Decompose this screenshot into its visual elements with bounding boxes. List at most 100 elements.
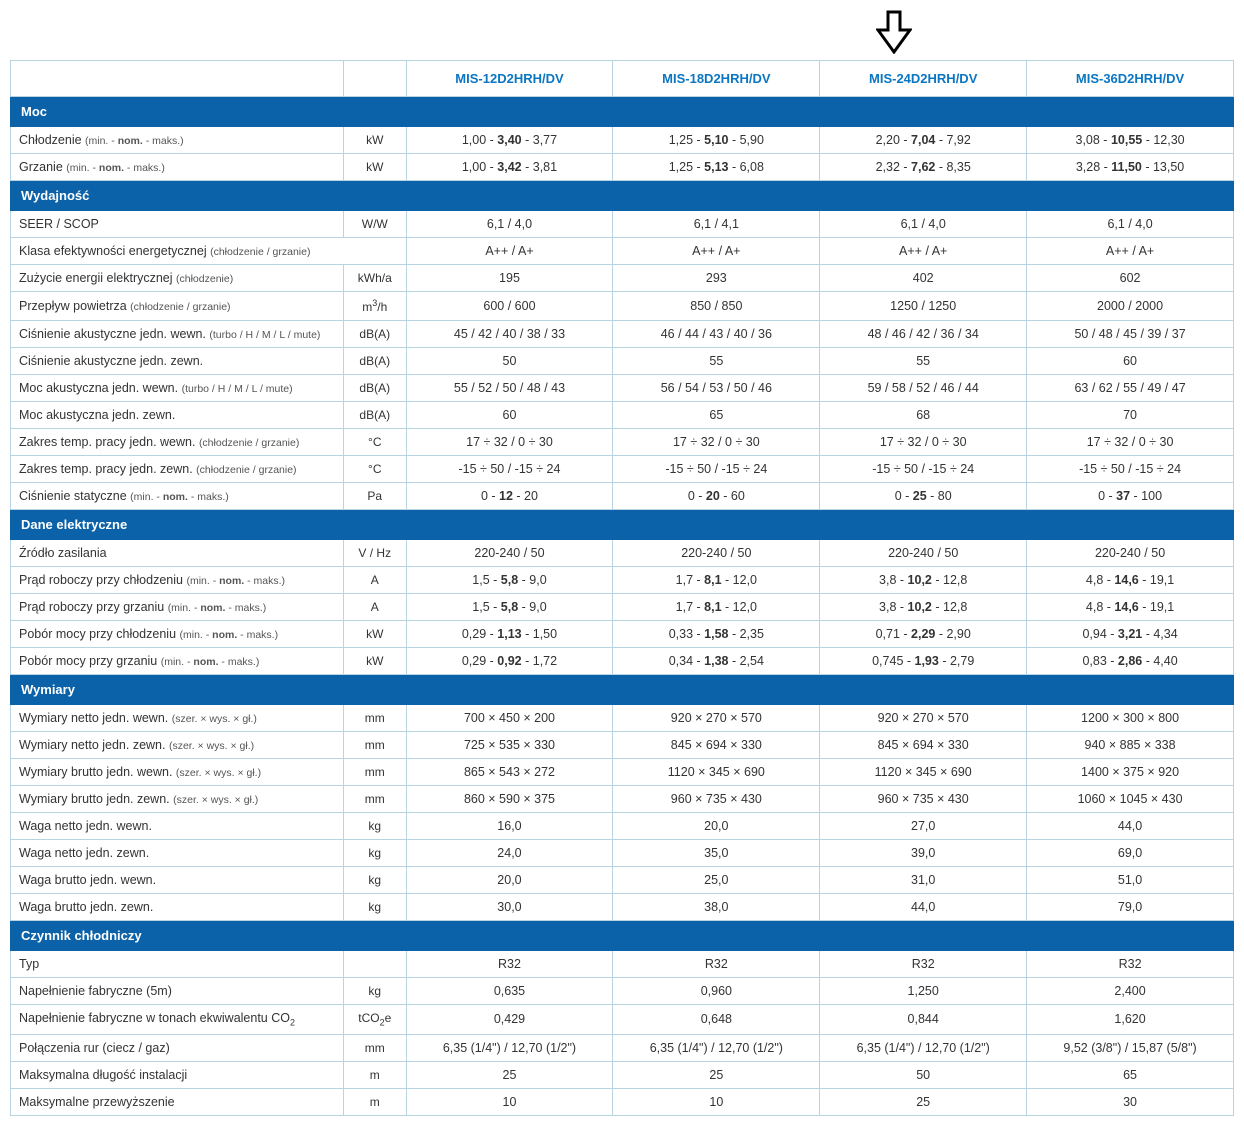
- row-value: 38,0: [613, 894, 820, 921]
- row-value: 0,844: [820, 1005, 1027, 1035]
- header-blank-unit: [343, 61, 406, 97]
- row-value: 960 × 735 × 430: [613, 786, 820, 813]
- row-value: 0 - 20 - 60: [613, 483, 820, 510]
- row-value: 25: [613, 1061, 820, 1088]
- arrow-indicator-wrap: [10, 10, 1234, 60]
- row-unit: kWh/a: [343, 265, 406, 292]
- header-col-1: MIS-18D2HRH/DV: [613, 61, 820, 97]
- row-value: 70: [1027, 402, 1234, 429]
- row-value: 220-240 / 50: [406, 540, 613, 567]
- section-title: Czynnik chłodniczy: [11, 921, 1234, 951]
- row-value: A++ / A+: [613, 238, 820, 265]
- row-value: 60: [1027, 348, 1234, 375]
- row-value: 1,620: [1027, 1005, 1234, 1035]
- row-unit: mm: [343, 705, 406, 732]
- spec-row: Waga brutto jedn. wewn.kg20,025,031,051,…: [11, 867, 1234, 894]
- row-unit: mm: [343, 786, 406, 813]
- spec-row: Prąd roboczy przy grzaniu (min. - nom. -…: [11, 594, 1234, 621]
- spec-row: Moc akustyczna jedn. zewn.dB(A)60656870: [11, 402, 1234, 429]
- row-value: 17 ÷ 32 / 0 ÷ 30: [820, 429, 1027, 456]
- row-label: Klasa efektywności energetycznej (chłodz…: [11, 238, 407, 265]
- row-value: 195: [406, 265, 613, 292]
- spec-row: Ciśnienie akustyczne jedn. wewn. (turbo …: [11, 321, 1234, 348]
- row-label: Prąd roboczy przy grzaniu (min. - nom. -…: [11, 594, 344, 621]
- row-label: Maksymalna długość instalacji: [11, 1061, 344, 1088]
- spec-table: MIS-12D2HRH/DV MIS-18D2HRH/DV MIS-24D2HR…: [10, 60, 1234, 1116]
- row-value: 20,0: [406, 867, 613, 894]
- row-value: 0,429: [406, 1005, 613, 1035]
- row-unit: W/W: [343, 211, 406, 238]
- spec-row: Zakres temp. pracy jedn. zewn. (chłodzen…: [11, 456, 1234, 483]
- row-value: 0,94 - 3,21 - 4,34: [1027, 621, 1234, 648]
- row-value: 0,33 - 1,58 - 2,35: [613, 621, 820, 648]
- spec-row: Prąd roboczy przy chłodzeniu (min. - nom…: [11, 567, 1234, 594]
- row-value: 0,83 - 2,86 - 4,40: [1027, 648, 1234, 675]
- row-value: 4,8 - 14,6 - 19,1: [1027, 594, 1234, 621]
- row-value: 6,35 (1/4") / 12,70 (1/2"): [406, 1034, 613, 1061]
- row-label: Wymiary netto jedn. zewn. (szer. × wys. …: [11, 732, 344, 759]
- row-value: 6,1 / 4,0: [1027, 211, 1234, 238]
- row-value: 9,52 (3/8") / 15,87 (5/8"): [1027, 1034, 1234, 1061]
- row-value: 79,0: [1027, 894, 1234, 921]
- row-value: 220-240 / 50: [1027, 540, 1234, 567]
- row-value: 0 - 37 - 100: [1027, 483, 1234, 510]
- spec-row: Wymiary netto jedn. wewn. (szer. × wys. …: [11, 705, 1234, 732]
- spec-row: Waga netto jedn. zewn.kg24,035,039,069,0: [11, 840, 1234, 867]
- row-value: 55: [820, 348, 1027, 375]
- row-unit: mm: [343, 1034, 406, 1061]
- row-value: 68: [820, 402, 1027, 429]
- row-value: 35,0: [613, 840, 820, 867]
- row-value: 2,20 - 7,04 - 7,92: [820, 127, 1027, 154]
- row-value: 850 / 850: [613, 292, 820, 321]
- row-value: 0,960: [613, 978, 820, 1005]
- row-value: 0,71 - 2,29 - 2,90: [820, 621, 1027, 648]
- spec-row: Zużycie energii elektrycznej (chłodzenie…: [11, 265, 1234, 292]
- row-unit: dB(A): [343, 321, 406, 348]
- row-label: Pobór mocy przy chłodzeniu (min. - nom. …: [11, 621, 344, 648]
- row-value: R32: [406, 951, 613, 978]
- row-value: 865 × 543 × 272: [406, 759, 613, 786]
- row-value: 1060 × 1045 × 430: [1027, 786, 1234, 813]
- spec-row: Pobór mocy przy chłodzeniu (min. - nom. …: [11, 621, 1234, 648]
- row-unit: kg: [343, 867, 406, 894]
- row-label: Prąd roboczy przy chłodzeniu (min. - nom…: [11, 567, 344, 594]
- row-label: Moc akustyczna jedn. wewn. (turbo / H / …: [11, 375, 344, 402]
- row-value: 48 / 46 / 42 / 36 / 34: [820, 321, 1027, 348]
- row-label: Chłodzenie (min. - nom. - maks.): [11, 127, 344, 154]
- row-value: 920 × 270 × 570: [613, 705, 820, 732]
- row-unit: kg: [343, 978, 406, 1005]
- row-value: 402: [820, 265, 1027, 292]
- row-value: 3,08 - 10,55 - 12,30: [1027, 127, 1234, 154]
- row-unit: °C: [343, 456, 406, 483]
- row-unit: dB(A): [343, 402, 406, 429]
- row-value: 1,5 - 5,8 - 9,0: [406, 594, 613, 621]
- row-unit: kg: [343, 813, 406, 840]
- row-value: 17 ÷ 32 / 0 ÷ 30: [613, 429, 820, 456]
- spec-row: Wymiary brutto jedn. wewn. (szer. × wys.…: [11, 759, 1234, 786]
- row-value: 16,0: [406, 813, 613, 840]
- spec-row: Klasa efektywności energetycznej (chłodz…: [11, 238, 1234, 265]
- section-header: Dane elektryczne: [11, 510, 1234, 540]
- spec-row: Grzanie (min. - nom. - maks.)kW1,00 - 3,…: [11, 154, 1234, 181]
- row-value: 940 × 885 × 338: [1027, 732, 1234, 759]
- row-label: Połączenia rur (ciecz / gaz): [11, 1034, 344, 1061]
- row-unit: Pa: [343, 483, 406, 510]
- row-value: 1400 × 375 × 920: [1027, 759, 1234, 786]
- row-value: 860 × 590 × 375: [406, 786, 613, 813]
- row-value: 50 / 48 / 45 / 39 / 37: [1027, 321, 1234, 348]
- section-title: Wymiary: [11, 675, 1234, 705]
- row-value: 30: [1027, 1088, 1234, 1115]
- row-value: 39,0: [820, 840, 1027, 867]
- row-value: 59 / 58 / 52 / 46 / 44: [820, 375, 1027, 402]
- row-label: Waga brutto jedn. zewn.: [11, 894, 344, 921]
- row-label: Wymiary netto jedn. wewn. (szer. × wys. …: [11, 705, 344, 732]
- row-label: Zakres temp. pracy jedn. wewn. (chłodzen…: [11, 429, 344, 456]
- row-value: 0,635: [406, 978, 613, 1005]
- row-value: R32: [820, 951, 1027, 978]
- row-unit: kg: [343, 894, 406, 921]
- table-body: MocChłodzenie (min. - nom. - maks.)kW1,0…: [11, 97, 1234, 1116]
- section-header: Wydajność: [11, 181, 1234, 211]
- row-unit: kW: [343, 154, 406, 181]
- row-label: SEER / SCOP: [11, 211, 344, 238]
- row-unit: [343, 951, 406, 978]
